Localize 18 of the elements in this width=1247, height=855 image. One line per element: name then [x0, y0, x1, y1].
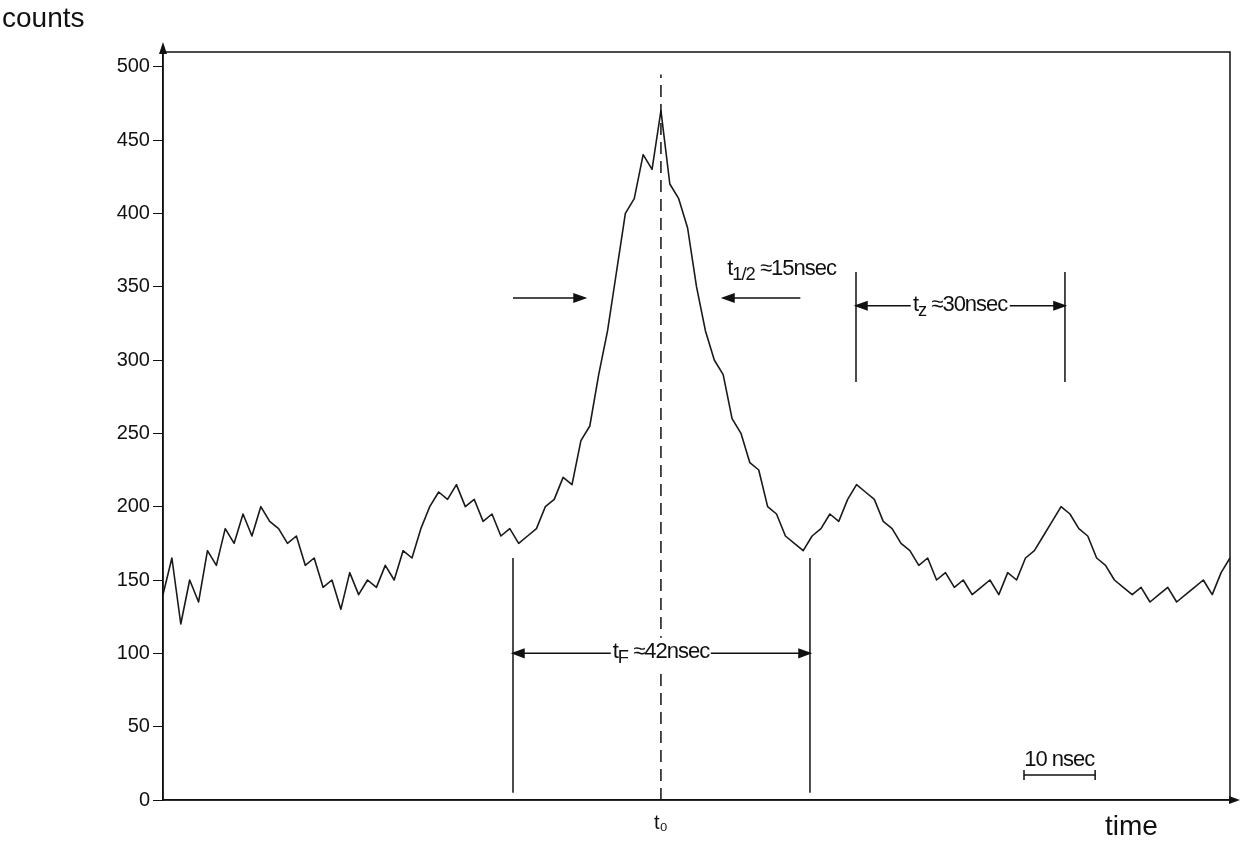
- y-tick-label: 50: [127, 714, 150, 737]
- y-tick-label: 450: [116, 127, 150, 150]
- y-tick-label: 150: [116, 567, 150, 590]
- y-tick-label: 100: [116, 640, 150, 663]
- y-tick-label: 0: [138, 787, 150, 810]
- y-tick-label: 250: [116, 420, 150, 443]
- y-axis-title: counts: [2, 2, 85, 34]
- y-tick-label: 400: [116, 200, 150, 223]
- annotation: 10 nsec: [1023, 746, 1096, 773]
- x-axis-title: time: [1105, 810, 1158, 842]
- y-tick-label: 350: [116, 274, 150, 297]
- y-tick-label: 500: [116, 54, 150, 77]
- y-tick-label: 200: [116, 494, 150, 517]
- x-tick-label: t₀: [654, 810, 668, 833]
- annotation: t$_{z}$ ≈30nsec: [910, 290, 1010, 321]
- annotation: t$_{F}$ ≈42nsec: [610, 638, 712, 669]
- annotation: t$_{1/2}$ ≈15nsec: [726, 255, 838, 286]
- y-tick-label: 300: [116, 347, 150, 370]
